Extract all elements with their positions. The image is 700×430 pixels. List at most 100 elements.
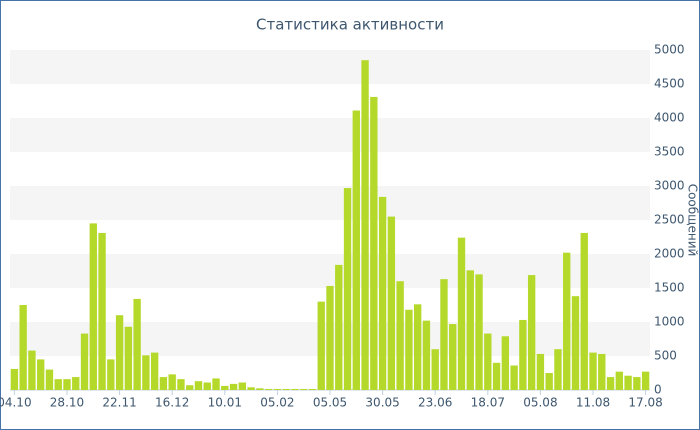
bar: [264, 388, 273, 390]
bar: [641, 371, 650, 390]
bar: [273, 388, 282, 390]
bar: [133, 298, 141, 390]
x-tick-label: 23.06: [418, 396, 452, 410]
y-tick-label: 4500: [654, 77, 685, 91]
bar: [413, 304, 422, 390]
bar: [615, 371, 623, 390]
grid-band: [10, 186, 650, 220]
bar: [457, 237, 466, 390]
bar: [554, 349, 562, 390]
y-tick-label: 1000: [654, 315, 685, 329]
bar: [19, 305, 27, 390]
bar: [545, 373, 553, 390]
y-axis-title: Сообщений: [686, 184, 700, 257]
bar: [37, 359, 45, 390]
bar: [580, 232, 588, 390]
bar: [159, 377, 168, 390]
grid-band: [10, 50, 650, 84]
bar: [326, 285, 334, 390]
bar: [633, 377, 641, 390]
bar: [501, 336, 510, 390]
x-tick-label: 05.02: [260, 396, 294, 410]
bar: [352, 110, 360, 391]
bar: [142, 355, 150, 390]
bar: [422, 320, 431, 390]
bar: [527, 275, 536, 390]
bar: [150, 352, 159, 390]
bar: [124, 326, 133, 390]
bar: [361, 60, 369, 390]
bar: [405, 309, 413, 390]
bar: [10, 368, 19, 390]
bar: [28, 350, 36, 390]
bar: [387, 216, 396, 390]
bar: [247, 387, 255, 390]
bar: [308, 388, 317, 390]
x-tick-label: 18.07: [471, 396, 505, 410]
y-tick-label: 500: [654, 349, 677, 363]
bar: [343, 188, 352, 390]
bar: [54, 379, 62, 390]
y-tick-label: 2500: [654, 213, 685, 227]
bar: [484, 333, 492, 390]
bar: [370, 96, 378, 391]
chart-title: Статистика активности: [256, 16, 444, 34]
bar: [194, 381, 203, 390]
bar: [571, 296, 580, 390]
bar: [624, 375, 632, 390]
bar: [378, 196, 387, 390]
bar: [98, 232, 106, 390]
bar: [598, 353, 606, 390]
bar: [300, 388, 308, 390]
bar: [396, 281, 404, 390]
grid-band: [10, 254, 650, 288]
bar: [72, 377, 80, 390]
bar: [536, 353, 545, 390]
bar: [221, 385, 229, 390]
bar: [589, 352, 597, 390]
x-tick-label: 30.05: [365, 396, 399, 410]
bar: [177, 379, 185, 390]
bar: [475, 274, 483, 390]
y-tick-label: 2000: [654, 247, 685, 261]
y-tick-label: 1500: [654, 281, 685, 295]
x-tick-label: 04.10: [0, 396, 32, 410]
bar: [80, 333, 89, 390]
x-tick-label: 05.05: [313, 396, 347, 410]
bar: [335, 264, 343, 390]
bar: [229, 383, 238, 390]
bar: [115, 315, 124, 390]
x-tick-label: 16.12: [155, 396, 189, 410]
x-tick-label: 10.01: [208, 396, 242, 410]
y-tick-label: 3000: [654, 179, 685, 193]
bar: [563, 252, 571, 390]
bar: [449, 324, 457, 390]
bar: [63, 379, 71, 390]
bar: [89, 223, 97, 390]
bar: [466, 270, 474, 390]
bar: [431, 349, 439, 390]
bar: [168, 374, 176, 390]
bar: [510, 365, 518, 390]
x-tick-label: 11.08: [576, 396, 610, 410]
bar: [186, 385, 194, 390]
bar: [519, 319, 527, 390]
x-tick-label: 22.11: [102, 396, 136, 410]
bar: [203, 382, 211, 390]
x-tick-label: 17.08: [628, 396, 662, 410]
y-tick-label: 3500: [654, 145, 685, 159]
bar: [606, 377, 615, 390]
y-tick-label: 4000: [654, 111, 685, 125]
x-tick-label: 28.10: [50, 396, 84, 410]
bar: [317, 301, 325, 390]
y-tick-label: 0: [654, 383, 662, 397]
bar: [212, 378, 220, 390]
grid-band: [10, 118, 650, 152]
bar: [238, 382, 247, 390]
bar: [256, 388, 264, 390]
bar: [492, 362, 501, 390]
bar: [45, 369, 54, 390]
bar: [107, 359, 115, 390]
y-tick-label: 5000: [654, 43, 685, 57]
